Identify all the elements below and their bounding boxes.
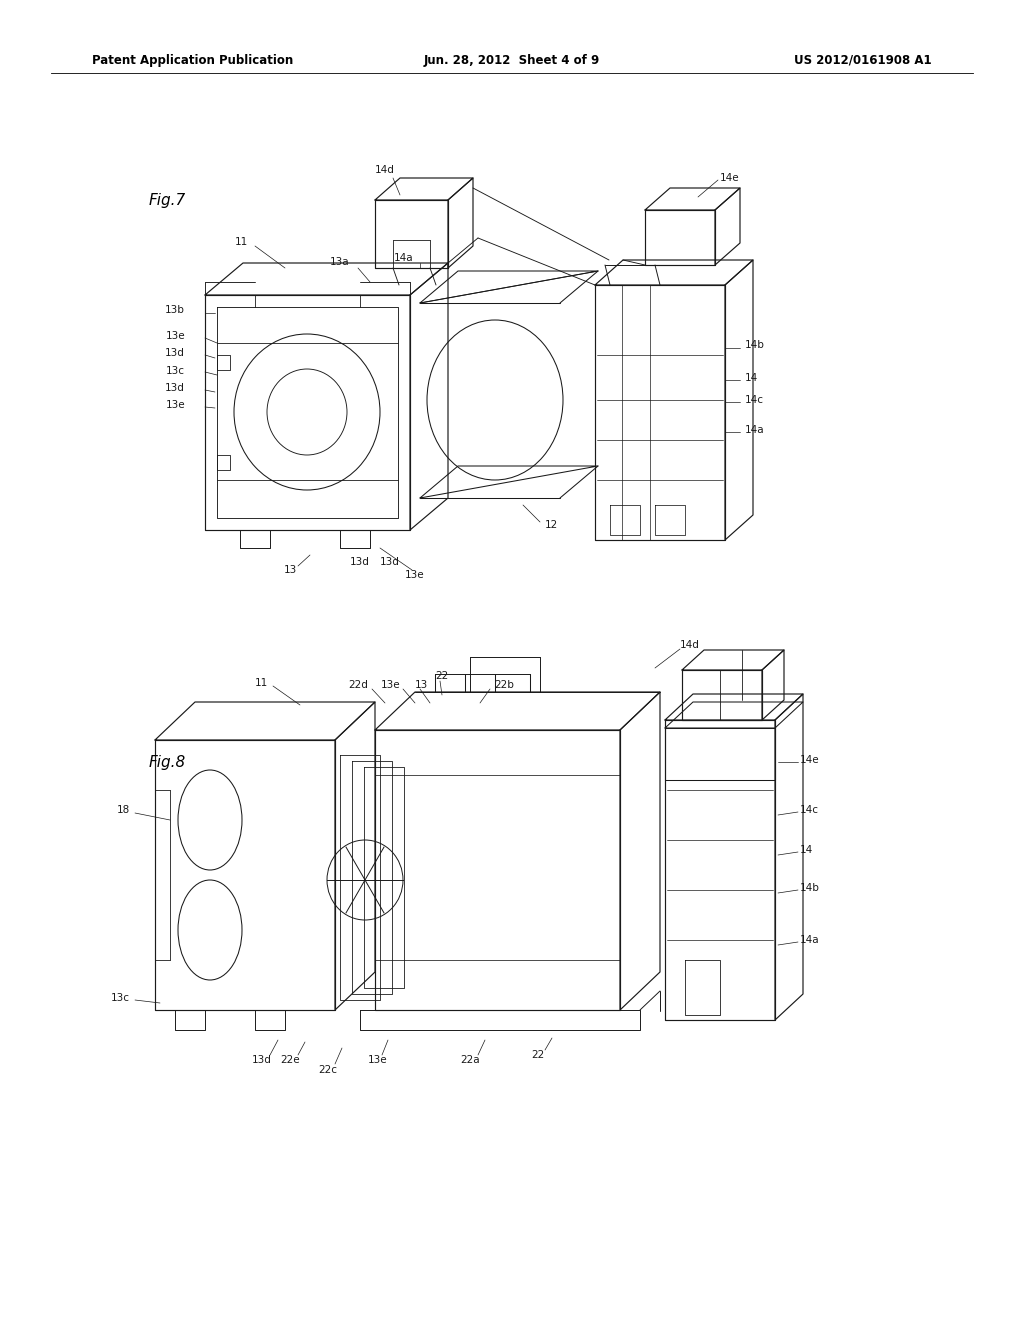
Text: 14b: 14b (745, 341, 765, 350)
Text: 13a: 13a (330, 257, 349, 267)
Text: 22c: 22c (318, 1065, 338, 1074)
Text: 22e: 22e (281, 1055, 300, 1065)
Text: 13d: 13d (350, 557, 370, 568)
Text: 13b: 13b (165, 305, 185, 315)
Text: 22b: 22b (494, 680, 514, 690)
Text: 14c: 14c (800, 805, 819, 814)
Text: 14a: 14a (745, 425, 765, 436)
Text: 12: 12 (545, 520, 558, 531)
Text: 13e: 13e (165, 331, 185, 341)
Text: 22: 22 (531, 1049, 545, 1060)
Text: 13e: 13e (369, 1055, 388, 1065)
Text: 13d: 13d (165, 383, 185, 393)
Text: 14e: 14e (800, 755, 819, 766)
Text: 13d: 13d (380, 557, 400, 568)
Text: 18: 18 (117, 805, 130, 814)
Text: 14: 14 (800, 845, 813, 855)
Text: Fig.8: Fig.8 (148, 755, 185, 771)
Text: 14a: 14a (800, 935, 819, 945)
Text: 13c: 13c (166, 366, 185, 376)
Text: 14d: 14d (680, 640, 700, 649)
Text: 11: 11 (234, 238, 248, 247)
Text: 13d: 13d (165, 348, 185, 358)
Text: 14b: 14b (800, 883, 820, 894)
Text: 13c: 13c (111, 993, 130, 1003)
Text: 14e: 14e (720, 173, 739, 183)
Text: 14c: 14c (745, 395, 764, 405)
Text: Fig.7: Fig.7 (148, 193, 185, 209)
Text: 13e: 13e (380, 680, 400, 690)
Text: Jun. 28, 2012  Sheet 4 of 9: Jun. 28, 2012 Sheet 4 of 9 (424, 54, 600, 66)
Text: 13: 13 (415, 680, 428, 690)
Text: 13e: 13e (165, 400, 185, 411)
Text: 13: 13 (284, 565, 297, 576)
Text: 13e: 13e (406, 570, 425, 579)
Text: 14: 14 (745, 374, 758, 383)
Text: 22a: 22a (460, 1055, 480, 1065)
Text: US 2012/0161908 A1: US 2012/0161908 A1 (795, 54, 932, 66)
Text: 22: 22 (435, 671, 449, 681)
Text: Patent Application Publication: Patent Application Publication (92, 54, 294, 66)
Text: 11: 11 (255, 678, 268, 688)
Text: 14d: 14d (375, 165, 395, 176)
Text: 13d: 13d (252, 1055, 272, 1065)
Text: 22d: 22d (348, 680, 368, 690)
Text: 14a: 14a (394, 253, 414, 263)
